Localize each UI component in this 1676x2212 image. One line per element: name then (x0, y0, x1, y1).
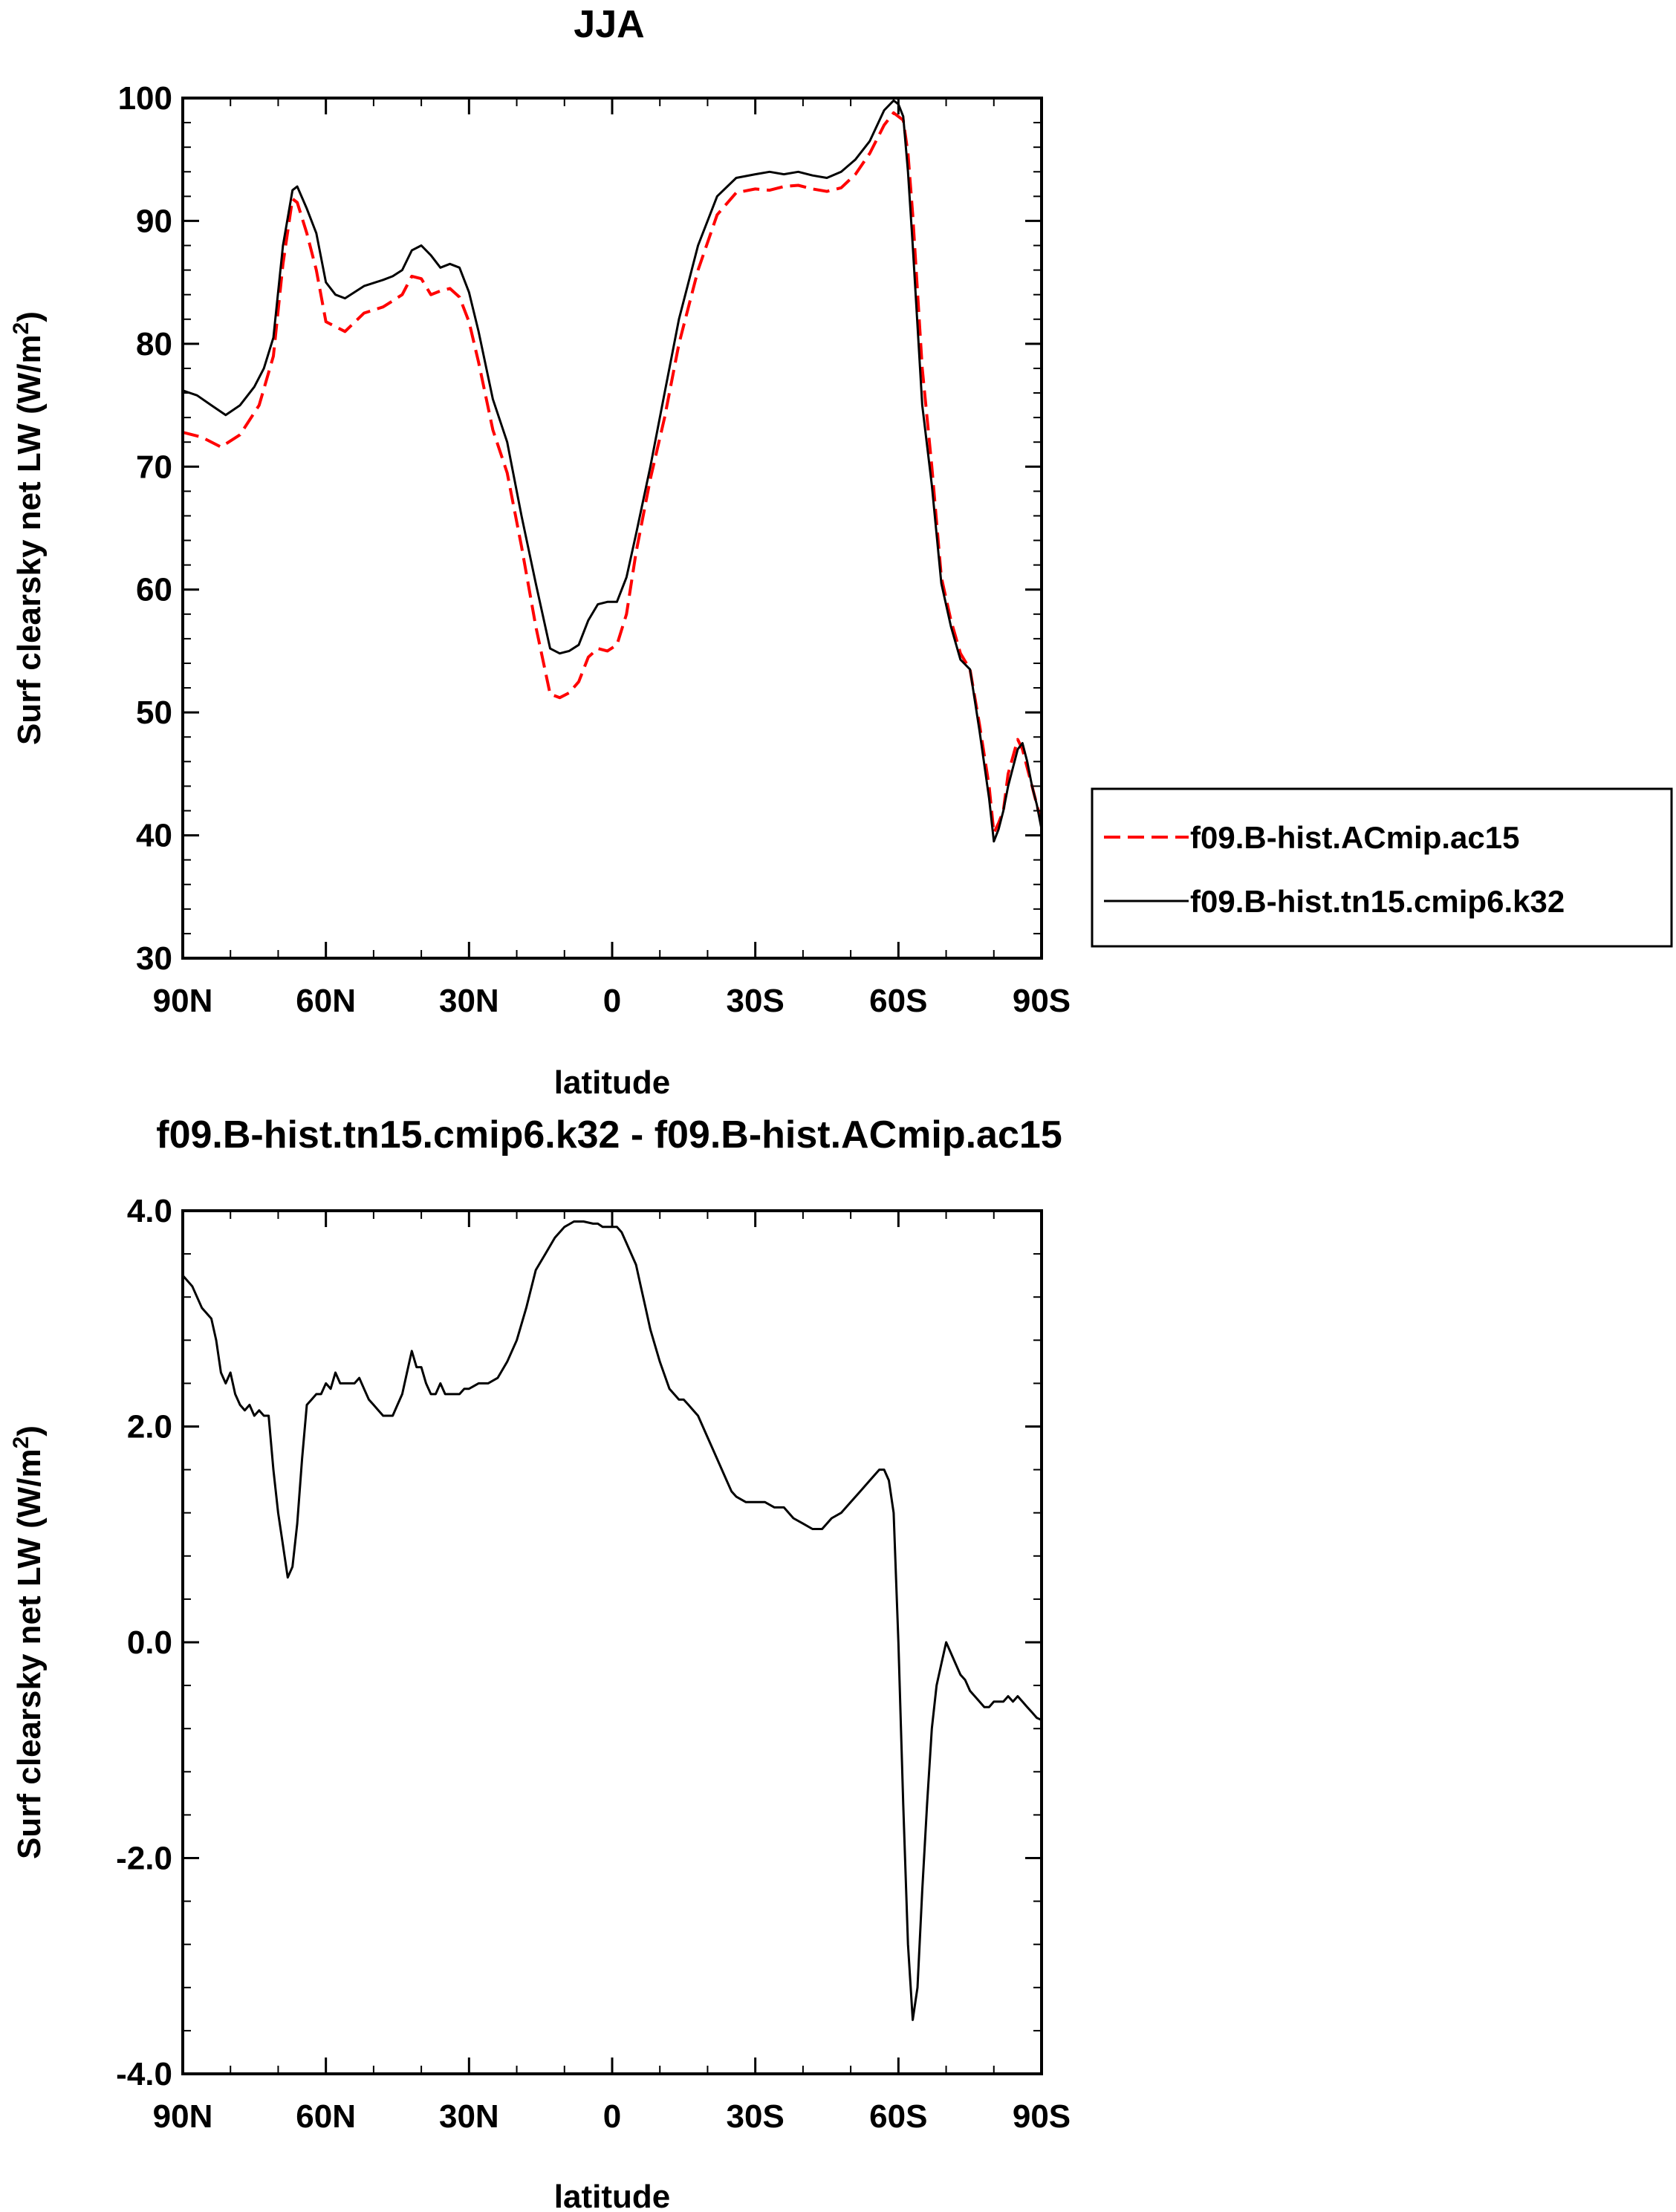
top-y-axis-label: Surf clearsky net LW (W/m2) (9, 311, 48, 745)
top-panel-title: JJA (574, 3, 644, 46)
bottom-plot-frame (181, 1209, 1043, 2075)
legend-label-ac15: f09.B-hist.ACmip.ac15 (1190, 820, 1519, 855)
y-tick-label: 100 (118, 80, 172, 117)
x-tick-label: 0 (603, 2098, 621, 2135)
y-tick-label: 70 (136, 449, 172, 485)
x-tick-label: 90S (1013, 983, 1071, 1019)
y-tick-label: 50 (136, 694, 172, 731)
y-tick-label: 30 (136, 940, 172, 977)
y-tick-label: 80 (136, 326, 172, 362)
x-tick-label: 90N (153, 983, 213, 1019)
y-tick-label: 2.0 (127, 1409, 172, 1445)
x-tick-label: 60N (296, 2098, 356, 2135)
x-tick-label: 90N (153, 2098, 213, 2135)
x-tick-label: 0 (603, 983, 621, 1019)
x-tick-label: 60N (296, 983, 356, 1019)
y-tick-label: 0.0 (127, 1624, 172, 1661)
x-tick-label: 90S (1013, 2098, 1071, 2135)
bottom-panel-title: f09.B-hist.tn15.cmip6.k32 - f09.B-hist.A… (156, 1113, 1062, 1157)
top-panel: JJA 90N 60N 30N 0 30S 60S 90S 30 40 50 60 70 80 90 10… (9, 3, 1673, 1101)
x-tick-label: 30S (727, 2098, 785, 2135)
y-tick-label: -2.0 (116, 1841, 172, 1877)
x-tick-label: 60S (869, 983, 927, 1019)
bottom-y-axis-label: Surf clearsky net LW (W/m2) (9, 1425, 48, 1859)
y-tick-label: -4.0 (116, 2056, 172, 2092)
y-tick-label: 90 (136, 203, 172, 239)
x-tick-label: 30N (439, 2098, 499, 2135)
legend: f09.B-hist.ACmip.ac15 f09.B-hist.tn15.cm… (1091, 787, 1673, 948)
y-tick-label: 40 (136, 818, 172, 854)
x-tick-label: 30S (727, 983, 785, 1019)
legend-label-k32: f09.B-hist.tn15.cmip6.k32 (1190, 884, 1565, 919)
y-tick-label: 60 (136, 572, 172, 608)
series-line-0 (181, 1220, 1042, 2021)
top-x-axis-label: latitude (554, 1064, 670, 1101)
series-line-0 (182, 111, 1043, 835)
bottom-x-axis-label: latitude (554, 2179, 670, 2212)
x-tick-label: 60S (869, 2098, 927, 2135)
bottom-panel: f09.B-hist.tn15.cmip6.k32 - f09.B-hist.A… (9, 1113, 1071, 2212)
legend-box (1091, 787, 1673, 948)
y-tick-label: 4.0 (127, 1193, 172, 1229)
x-tick-label: 30N (439, 983, 499, 1019)
series-line-1 (182, 99, 1043, 843)
